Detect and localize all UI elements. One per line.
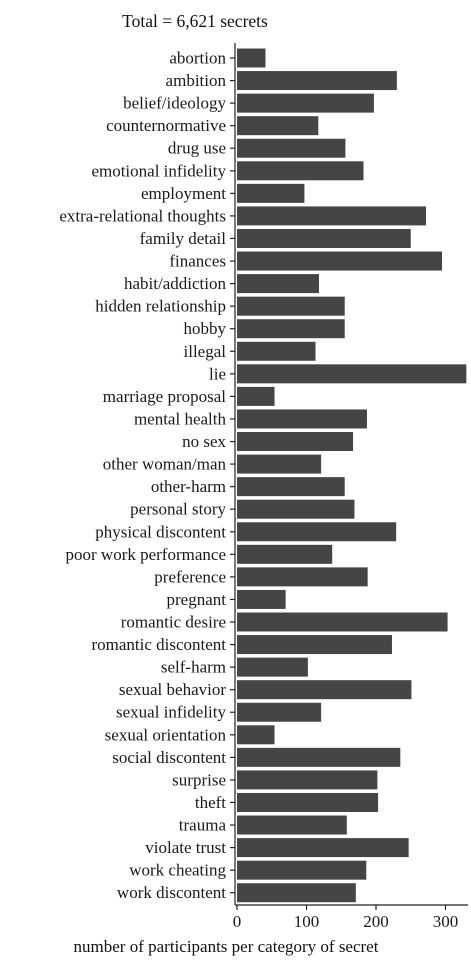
y-tick-label: work cheating bbox=[129, 861, 226, 880]
x-axis: 0 100 200 300 bbox=[233, 904, 468, 931]
y-tick-label: sexual infidelity bbox=[116, 703, 227, 722]
y-tick-label: other-harm bbox=[151, 477, 226, 496]
y-tick-label: counternormative bbox=[106, 116, 226, 135]
bar bbox=[237, 48, 266, 68]
y-tick-label: habit/addiction bbox=[124, 274, 226, 293]
y-tick-label: sexual orientation bbox=[105, 725, 227, 744]
bar bbox=[237, 454, 322, 474]
bar bbox=[237, 792, 379, 812]
bar bbox=[237, 341, 316, 361]
y-tick-label: violate trust bbox=[145, 838, 226, 857]
y-tick-label: work discontent bbox=[117, 883, 226, 902]
bar bbox=[237, 747, 401, 767]
bar bbox=[237, 612, 448, 632]
bar bbox=[237, 183, 305, 203]
y-axis-labels: abortion ambition belief/ideology counterno… bbox=[59, 49, 235, 902]
bar bbox=[237, 409, 367, 429]
bar bbox=[237, 93, 374, 113]
y-tick-label: physical discontent bbox=[95, 522, 226, 541]
bar bbox=[237, 589, 286, 609]
y-tick-label: pregnant bbox=[167, 590, 227, 609]
y-tick-label: romantic desire bbox=[121, 613, 226, 632]
bar bbox=[237, 251, 443, 271]
bar bbox=[237, 206, 427, 226]
bar bbox=[237, 702, 322, 722]
y-tick-label: drug use bbox=[168, 139, 226, 158]
y-tick-label: lie bbox=[209, 364, 226, 383]
x-tick-label: 200 bbox=[363, 912, 389, 931]
y-tick-label: finances bbox=[169, 252, 226, 271]
y-tick-label: emotional infidelity bbox=[91, 161, 226, 180]
y-tick-label: personal story bbox=[130, 500, 226, 519]
bar bbox=[237, 725, 275, 745]
bar bbox=[237, 138, 346, 158]
y-tick-label: hidden relationship bbox=[95, 297, 226, 316]
y-tick-label: illegal bbox=[184, 342, 227, 361]
bar bbox=[237, 364, 467, 384]
bar bbox=[237, 680, 412, 700]
y-tick-label: preference bbox=[154, 567, 226, 586]
y-tick-label: social discontent bbox=[112, 748, 226, 767]
y-tick-label: sexual behavior bbox=[119, 680, 226, 699]
y-tick-label: no sex bbox=[182, 432, 226, 451]
bar bbox=[237, 770, 378, 790]
bar bbox=[237, 161, 364, 181]
y-tick-label: surprise bbox=[172, 770, 226, 789]
bar bbox=[237, 657, 308, 677]
bar bbox=[237, 228, 411, 248]
bar bbox=[237, 71, 397, 91]
bar bbox=[237, 567, 368, 587]
y-tick-label: theft bbox=[195, 793, 226, 812]
bar bbox=[237, 499, 355, 519]
bar bbox=[237, 116, 319, 136]
x-axis-title: number of participants per category of s… bbox=[74, 937, 379, 956]
x-tick-label: 300 bbox=[433, 912, 459, 931]
bar bbox=[237, 544, 333, 564]
x-tick-label: 0 bbox=[233, 912, 242, 931]
bar bbox=[237, 838, 409, 858]
y-tick-label: romantic discontent bbox=[91, 635, 226, 654]
y-tick-label: extra-relational thoughts bbox=[59, 206, 226, 225]
bar bbox=[237, 432, 354, 452]
bar bbox=[237, 815, 347, 835]
y-tick-label: employment bbox=[141, 184, 226, 203]
bar bbox=[237, 522, 397, 542]
bar bbox=[237, 477, 345, 497]
bar bbox=[237, 386, 275, 406]
bar bbox=[237, 860, 367, 880]
y-tick-label: ambition bbox=[166, 71, 227, 90]
y-tick-label: self-harm bbox=[161, 658, 226, 677]
chart-title: Total = 6,621 secrets bbox=[122, 11, 268, 31]
x-tick-label: 100 bbox=[294, 912, 320, 931]
y-tick-label: belief/ideology bbox=[123, 94, 226, 113]
bar bbox=[237, 883, 356, 903]
bar bbox=[237, 274, 320, 294]
y-tick-label: abortion bbox=[169, 49, 226, 68]
y-tick-label: poor work performance bbox=[66, 545, 227, 564]
bar bbox=[237, 296, 345, 316]
y-tick-label: trauma bbox=[179, 816, 227, 835]
bar bbox=[237, 635, 392, 655]
y-tick-label: family detail bbox=[140, 229, 227, 248]
y-tick-label: marriage proposal bbox=[103, 387, 226, 406]
y-tick-label: mental health bbox=[134, 409, 227, 428]
y-tick-label: hobby bbox=[184, 319, 227, 338]
bar bbox=[237, 319, 345, 339]
bars-group bbox=[237, 48, 467, 903]
y-tick-label: other woman/man bbox=[103, 455, 227, 474]
